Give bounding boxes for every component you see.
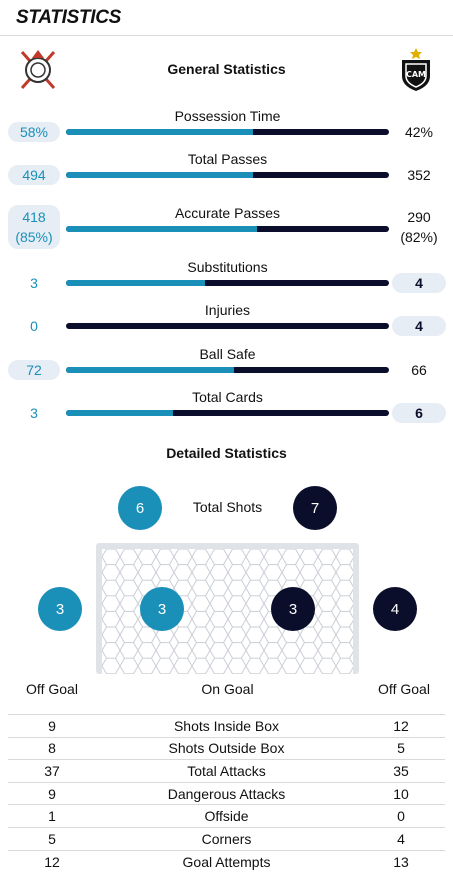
stat-row: Ball Safe 72 66 (0, 346, 453, 380)
away-value: 35 (357, 759, 445, 783)
stat-label: Substitutions (187, 259, 268, 275)
row-label: Total Attacks (96, 759, 357, 783)
home-value: 37 (8, 759, 96, 783)
table-row: 9 Dangerous Attacks 10 (8, 781, 445, 805)
row-label: Offside (96, 804, 357, 828)
away-value: 66 (411, 362, 427, 378)
table-row: 9 Shots Inside Box 12 (8, 714, 445, 738)
stat-bar (66, 367, 389, 373)
table-row: 8 Shots Outside Box 5 (8, 736, 445, 760)
detailed-statistics-title: Detailed Statistics (166, 445, 287, 461)
goal-graphic (96, 543, 359, 674)
stat-row: Total Cards 3 6 (0, 389, 453, 423)
away-crest-text: CAM (406, 70, 426, 79)
stat-label: Possession Time (174, 108, 281, 124)
home-value: 494 (8, 165, 60, 185)
stat-bar (66, 129, 389, 135)
row-label: Goal Attempts (96, 849, 357, 873)
away-value: 6 (392, 403, 446, 423)
home-value: 72 (8, 360, 60, 380)
home-value: 3 (30, 405, 38, 421)
away-value: 5 (357, 736, 445, 760)
away-value: 42% (404, 124, 434, 140)
home-value: 9 (8, 714, 96, 738)
away-value: 4 (357, 826, 445, 851)
home-off-goal-circle: 3 (38, 587, 82, 631)
home-value: 8 (8, 736, 96, 760)
total-shots-label: Total Shots (192, 499, 263, 515)
home-total-shots: 6 (118, 486, 162, 530)
stat-bar-home-fill (66, 280, 205, 286)
away-value: 4 (392, 273, 446, 293)
table-row: 37 Total Attacks 35 (8, 759, 445, 783)
row-label: Dangerous Attacks (96, 781, 357, 805)
table-row: 5 Corners 4 (8, 826, 445, 851)
stat-bar-home-fill (66, 172, 254, 178)
home-value: 5 (8, 826, 96, 851)
away-value: 352 (407, 167, 431, 183)
away-value: 290 (82%) (400, 209, 438, 245)
home-off-goal-label: Off Goal (26, 681, 78, 697)
stat-bar-home-fill (66, 410, 173, 416)
on-goal-label: On Goal (201, 681, 254, 697)
stat-row: Injuries 0 4 (0, 302, 453, 336)
away-off-goal-label: Off Goal (378, 681, 430, 697)
away-off-goal-circle: 4 (373, 587, 417, 631)
row-label: Corners (96, 826, 357, 851)
page-header: STATISTICS (0, 0, 453, 36)
away-value: 0 (357, 804, 445, 828)
home-on-goal-circle: 3 (140, 587, 184, 631)
row-label: Shots Outside Box (96, 736, 357, 760)
stat-label: Total Passes (187, 151, 268, 167)
stat-label: Ball Safe (199, 346, 256, 362)
stat-row: Accurate Passes 418 (85%) 290 (82%) (0, 205, 453, 253)
table-row: 1 Offside 0 (8, 804, 445, 828)
stat-row: Total Passes 494 352 (0, 151, 453, 185)
page-title: STATISTICS (16, 6, 122, 28)
home-value: 9 (8, 781, 96, 805)
stat-bar (66, 172, 389, 178)
stat-bar-home-fill (66, 129, 254, 135)
home-value: 418 (85%) (8, 205, 60, 249)
home-value: 12 (8, 849, 96, 873)
home-value: 0 (30, 318, 38, 334)
atletico-mineiro-crest-icon: CAM (402, 48, 430, 91)
stat-bar (66, 410, 389, 416)
stat-bar (66, 280, 389, 286)
away-value: 10 (357, 781, 445, 805)
stat-bar (66, 226, 389, 232)
home-value: 58% (8, 122, 60, 142)
stat-label: Total Cards (192, 389, 263, 405)
away-value: 4 (392, 316, 446, 336)
home-value: 3 (30, 275, 38, 291)
stat-bar-home-fill (66, 226, 257, 232)
stat-bar-home-fill (66, 367, 234, 373)
away-value: 13 (357, 849, 445, 873)
home-value: 1 (8, 804, 96, 828)
away-total-shots: 7 (293, 486, 337, 530)
stat-bar (66, 323, 389, 329)
stat-row: Substitutions 3 4 (0, 259, 453, 293)
corinthians-crest-icon (20, 50, 56, 89)
teams-header: General Statistics CAM (0, 36, 453, 106)
stat-row: Possession Time 58% 42% (0, 108, 453, 142)
row-label: Shots Inside Box (96, 714, 357, 738)
detailed-stats-table: 9 Shots Inside Box 12 8 Shots Outside Box 5 37… (8, 714, 445, 873)
stat-label: Injuries (204, 302, 251, 318)
table-row: 12 Goal Attempts 13 (8, 849, 445, 873)
away-value: 12 (357, 714, 445, 738)
general-statistics-title: General Statistics (167, 61, 286, 77)
away-on-goal-circle: 3 (271, 587, 315, 631)
stat-label: Accurate Passes (174, 205, 281, 221)
